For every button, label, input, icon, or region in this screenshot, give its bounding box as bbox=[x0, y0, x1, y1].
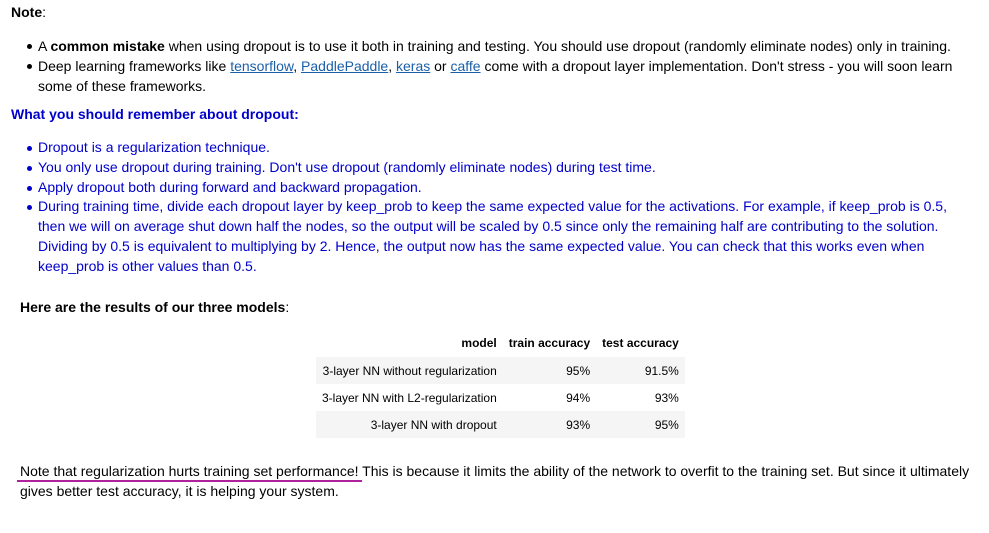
table-cell: 3-layer NN without regularization bbox=[316, 357, 503, 384]
table-row: 3-layer NN without regularization 95% 91… bbox=[316, 357, 685, 384]
note-list: A common mistake when using dropout is t… bbox=[25, 36, 970, 96]
table-cell: 93% bbox=[654, 390, 679, 405]
paddlepaddle-link[interactable]: PaddlePaddle bbox=[301, 58, 389, 74]
list-item: A common mistake when using dropout is t… bbox=[25, 36, 970, 56]
table-cell: 93% bbox=[502, 411, 597, 438]
table-row: 3-layer NN with L2-regularization 94% 93… bbox=[316, 384, 685, 411]
column-header-test-accuracy: test accuracy bbox=[602, 336, 679, 350]
list-item: You only use dropout during training. Do… bbox=[25, 158, 965, 178]
table-cell: 3-layer NN with L2-regularization bbox=[322, 390, 497, 405]
caffe-link[interactable]: caffe bbox=[450, 58, 481, 74]
table-cell: 3-layer NN with dropout bbox=[316, 411, 503, 438]
table-cell: 94% bbox=[566, 390, 591, 405]
results-heading: Here are the results of our three models… bbox=[20, 299, 290, 315]
conclusion-paragraph: Note that regularization hurts training … bbox=[17, 461, 988, 501]
list-item: Deep learning frameworks like tensorflow… bbox=[25, 56, 970, 96]
table-cell: 95% bbox=[502, 357, 597, 384]
list-item: Apply dropout both during forward and ba… bbox=[25, 178, 965, 198]
list-item: During training time, divide each dropou… bbox=[25, 197, 965, 276]
remember-list: Dropout is a regularization technique. Y… bbox=[25, 138, 965, 277]
table-cell: 95% bbox=[596, 411, 685, 438]
highlighted-sentence: Note that regularization hurts training … bbox=[17, 463, 362, 482]
table-cell: 91.5% bbox=[596, 357, 685, 384]
remember-heading: What you should remember about dropout: bbox=[11, 106, 299, 122]
tensorflow-link[interactable]: tensorflow bbox=[230, 58, 294, 74]
highlight-underline bbox=[17, 480, 362, 482]
keras-link[interactable]: keras bbox=[396, 58, 431, 74]
list-item: Dropout is a regularization technique. bbox=[25, 138, 965, 158]
table-row: 3-layer NN with dropout 93% 95% bbox=[316, 411, 685, 438]
note-heading: Note: bbox=[11, 4, 47, 20]
column-header-train-accuracy: train accuracy bbox=[508, 336, 591, 350]
column-header-model: model bbox=[461, 336, 497, 350]
results-table: model train accuracy test accuracy 3-lay… bbox=[316, 329, 685, 438]
table-header-row: model train accuracy test accuracy bbox=[316, 329, 685, 357]
